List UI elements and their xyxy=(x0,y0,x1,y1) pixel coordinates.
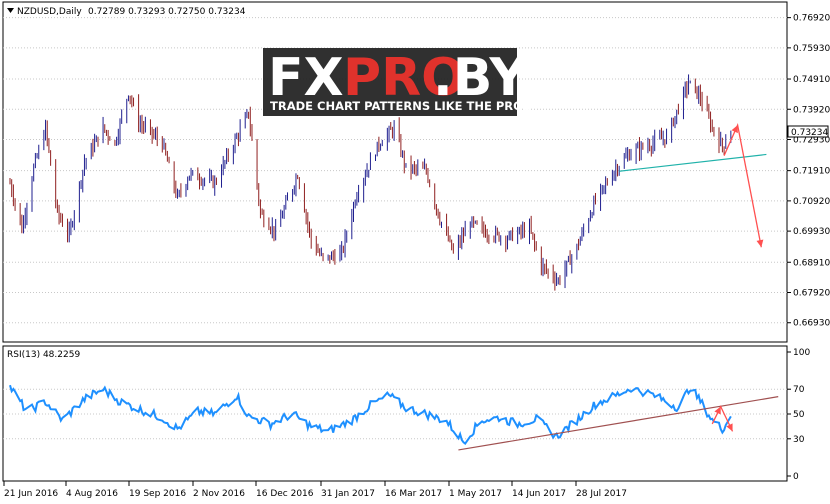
price-tick-label: 0.71910 xyxy=(793,167,830,177)
watermark-by: .BY xyxy=(433,48,529,108)
time-tick-label: 14 Jun 2017 xyxy=(512,489,566,499)
trend-annotations[interactable] xyxy=(458,122,779,451)
time-axis: 21 Jun 2016 4 Aug 2016 19 Sep 2016 2 Nov 20… xyxy=(3,481,627,499)
rsi-tick-label: 30 xyxy=(793,435,805,445)
price-tick-label: 0.69930 xyxy=(793,227,830,237)
rsi-tick-label: 100 xyxy=(793,348,810,358)
price-tick-label: 0.67920 xyxy=(793,288,830,298)
current-price-label: 0.73234 xyxy=(791,128,828,138)
fxpro-watermark: FX PRO .BY TRADE CHART PATTERNS LIKE THE… xyxy=(263,48,531,116)
price-tick-label: 0.68910 xyxy=(793,258,830,268)
rsi-line xyxy=(9,384,732,446)
price-bars xyxy=(9,74,732,291)
ohlc-values: 0.72789 0.73293 0.72750 0.73234 xyxy=(88,7,246,17)
time-tick-label: 1 May 2017 xyxy=(449,489,502,499)
time-tick-label: 21 Jun 2016 xyxy=(4,489,58,499)
watermark-fx: FX xyxy=(268,48,344,108)
time-tick-label: 16 Dec 2016 xyxy=(256,489,314,499)
price-support-trendline[interactable] xyxy=(619,153,767,172)
price-tick-label: 0.74910 xyxy=(793,75,830,85)
price-tick-label: 0.66930 xyxy=(793,319,830,329)
price-axis: 0.76920 0.75930 0.74910 0.73920 0.72930 0.719… xyxy=(3,14,830,329)
rsi-forecast-arrow[interactable] xyxy=(711,405,734,432)
time-tick-label: 19 Sep 2016 xyxy=(129,489,186,499)
symbol-menu-arrow-icon[interactable] xyxy=(7,8,14,13)
time-tick-label: 16 Mar 2017 xyxy=(385,489,442,499)
watermark-tagline: TRADE CHART PATTERNS LIKE THE PROS xyxy=(270,99,531,113)
rsi-series xyxy=(9,384,732,446)
rsi-tick-label: 70 xyxy=(793,385,805,395)
price-tick-label: 0.70920 xyxy=(793,197,830,207)
price-tick-label: 0.76920 xyxy=(793,14,830,24)
price-tick-label: 0.75930 xyxy=(793,44,830,54)
rsi-axis: 100 70 50 30 0 xyxy=(3,348,810,482)
watermark-pro: PRO xyxy=(343,48,465,108)
time-tick-label: 2 Nov 2016 xyxy=(193,489,245,499)
rsi-tick-label: 0 xyxy=(793,472,799,482)
symbol-label: NZDUSD,Daily xyxy=(17,7,82,17)
price-forecast-arrow[interactable] xyxy=(723,122,764,248)
time-tick-label: 4 Aug 2016 xyxy=(66,489,118,499)
time-tick-label: 28 Jul 2017 xyxy=(576,489,627,499)
rsi-panel[interactable] xyxy=(2,345,788,482)
time-tick-label: 31 Jan 2017 xyxy=(321,489,375,499)
rsi-trendline[interactable] xyxy=(458,396,779,451)
price-tick-label: 0.72930 xyxy=(793,135,830,145)
price-tick-label: 0.73920 xyxy=(793,105,830,115)
rsi-tick-label: 50 xyxy=(793,410,805,420)
rsi-label: RSI(13) 48.2259 xyxy=(7,350,80,360)
current-price-badge xyxy=(787,125,829,138)
